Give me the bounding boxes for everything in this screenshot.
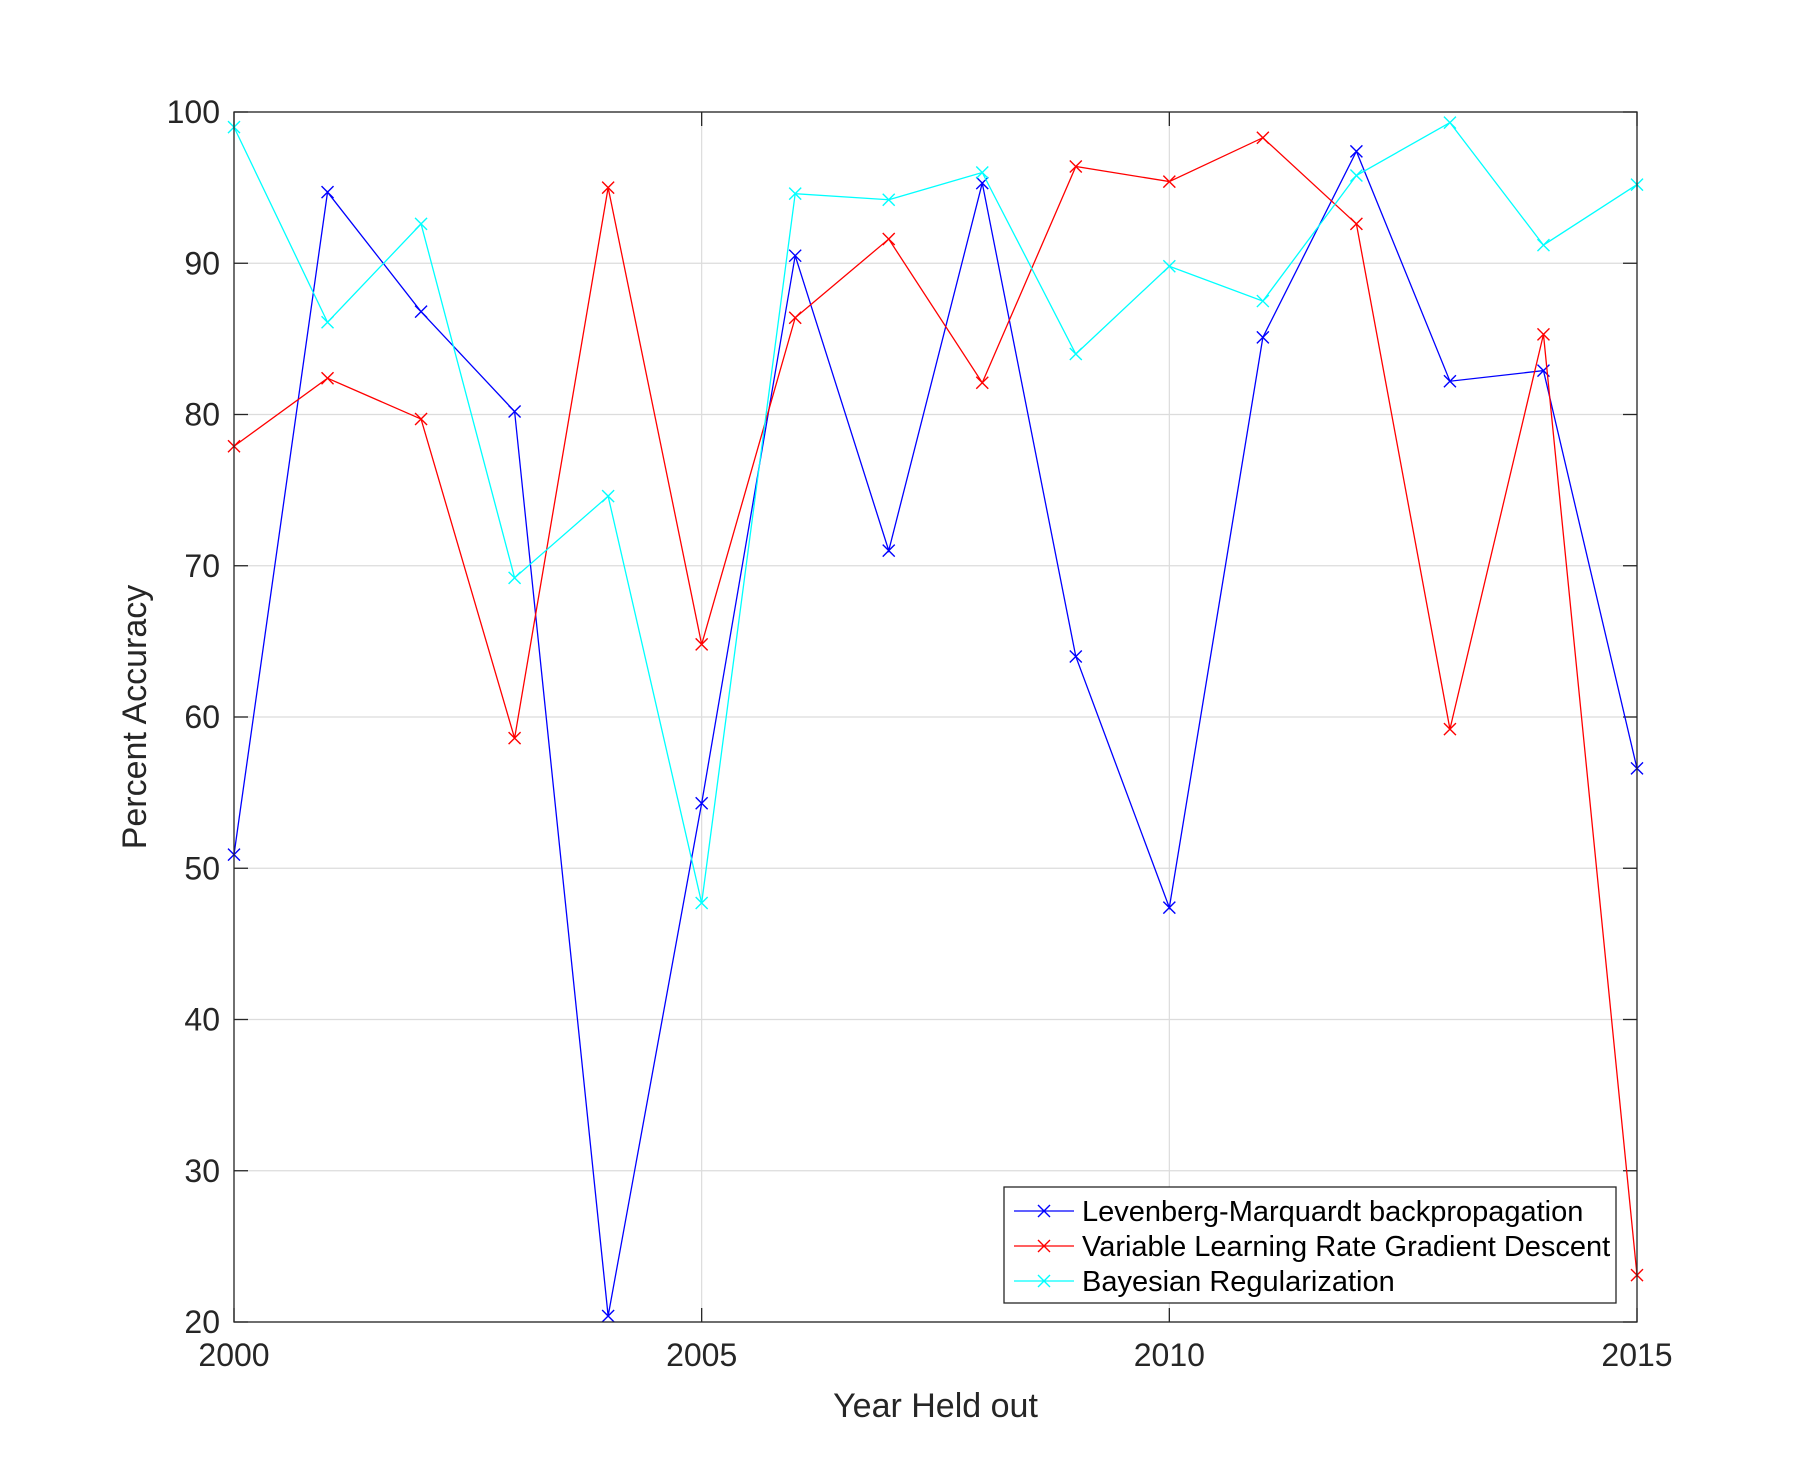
data-point-marker xyxy=(695,896,709,910)
y-tick-label: 20 xyxy=(184,1304,220,1340)
series-line xyxy=(233,136,1638,1276)
legend-box xyxy=(1003,1186,1617,1304)
data-point-marker xyxy=(788,187,802,201)
y-tick-label: 100 xyxy=(167,94,220,130)
data-point-marker xyxy=(1162,175,1176,189)
series-1 xyxy=(227,144,1644,1323)
data-point-marker xyxy=(321,371,335,385)
data-point-marker xyxy=(321,315,335,329)
legend-marker xyxy=(1037,1204,1051,1218)
series-layer xyxy=(227,116,1644,1323)
data-point-marker xyxy=(1349,169,1363,183)
data-point-marker xyxy=(1443,722,1457,736)
plot-border xyxy=(233,111,1638,1323)
data-point-marker xyxy=(1069,347,1083,361)
legend-label: Variable Learning Rate Gradient Descent xyxy=(1082,1231,1610,1263)
data-point-marker xyxy=(1256,330,1270,344)
data-point-marker xyxy=(975,376,989,390)
legend-label: Levenberg-Marquardt backpropagation xyxy=(1082,1196,1583,1228)
legend-marker xyxy=(1037,1239,1051,1253)
legend-item: Levenberg-Marquardt backpropagation xyxy=(1014,1196,1583,1228)
data-point-marker xyxy=(1069,650,1083,663)
data-point-marker xyxy=(601,181,615,195)
x-tick-label: 2000 xyxy=(198,1337,269,1373)
data-point-marker xyxy=(1349,144,1363,158)
x-tick-label: 2005 xyxy=(666,1337,737,1373)
legend-item: Variable Learning Rate Gradient Descent xyxy=(1014,1231,1610,1263)
y-tick-label: 70 xyxy=(184,548,220,584)
y-tick-label: 40 xyxy=(184,1002,220,1038)
legend-label: Bayesian Regularization xyxy=(1082,1266,1395,1298)
data-point-marker xyxy=(508,571,522,585)
data-point-marker xyxy=(1536,238,1550,252)
data-point-marker xyxy=(1256,131,1270,145)
legend-marker xyxy=(1037,1274,1051,1288)
data-point-marker xyxy=(882,193,896,207)
y-tick-label: 50 xyxy=(184,850,220,886)
data-point-marker xyxy=(882,544,896,558)
data-point-marker xyxy=(414,412,428,426)
data-point-marker xyxy=(788,311,802,325)
x-axis-title: Year Held out xyxy=(833,1387,1038,1425)
data-point-marker xyxy=(508,731,522,745)
x-tick-label: 2010 xyxy=(1134,1337,1205,1373)
data-point-marker xyxy=(695,796,709,810)
data-point-marker xyxy=(695,637,709,651)
data-point-marker xyxy=(1162,259,1176,273)
y-tick-label: 90 xyxy=(184,245,220,281)
data-point-marker xyxy=(1443,116,1457,130)
y-tick-label: 80 xyxy=(184,397,220,433)
data-point-marker xyxy=(508,404,522,418)
legend: Levenberg-Marquardt backpropagationVaria… xyxy=(1003,1186,1617,1304)
data-point-marker xyxy=(414,217,428,231)
series-line xyxy=(233,149,1638,1317)
data-point-marker xyxy=(1349,217,1363,231)
y-tick-label: 30 xyxy=(184,1153,220,1189)
data-point-marker xyxy=(414,305,428,319)
data-point-marker xyxy=(601,489,615,503)
data-point-marker xyxy=(975,166,989,179)
series-line xyxy=(233,121,1638,904)
data-point-marker xyxy=(1162,901,1176,915)
data-point-marker xyxy=(788,249,802,263)
x-tick-label: 2015 xyxy=(1601,1337,1672,1373)
data-point-marker xyxy=(321,185,335,199)
data-point-marker xyxy=(1069,159,1083,173)
data-point-marker xyxy=(1443,374,1457,388)
data-point-marker xyxy=(882,232,896,246)
data-point-marker xyxy=(1536,327,1550,341)
y-tick-label: 60 xyxy=(184,699,220,735)
data-point-marker xyxy=(601,1309,615,1323)
legend-item: Bayesian Regularization xyxy=(1014,1266,1395,1298)
tick-labels: 2000 2005 2010 2015 20 30 40 50 60 70 80 90 100 xyxy=(167,94,1673,1373)
y-axis-title: Percent Accuracy xyxy=(116,585,154,850)
data-point-marker xyxy=(1256,294,1270,308)
